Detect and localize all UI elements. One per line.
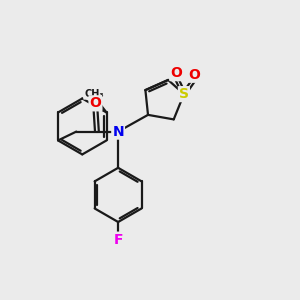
Text: O: O [170, 66, 182, 80]
Text: F: F [113, 233, 123, 247]
Text: S: S [179, 87, 189, 101]
Text: N: N [112, 124, 124, 139]
Text: CH₃: CH₃ [84, 89, 104, 99]
Text: O: O [89, 96, 101, 110]
Text: O: O [188, 68, 200, 82]
